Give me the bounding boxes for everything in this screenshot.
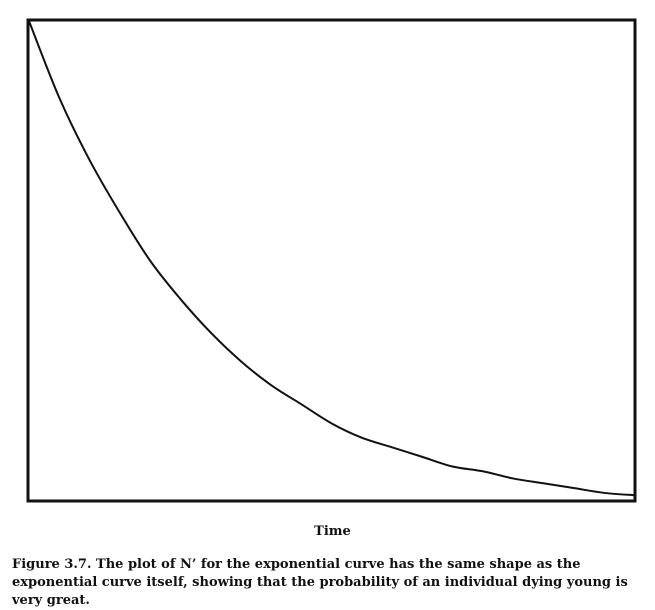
plot-frame xyxy=(26,18,637,503)
series-line-0 xyxy=(28,20,635,497)
x-axis-label: Time xyxy=(314,524,351,539)
exponential-chart xyxy=(26,18,637,503)
figure-caption: Figure 3.7. The plot of N’ for the expon… xyxy=(12,557,628,608)
series-layer xyxy=(28,20,635,497)
